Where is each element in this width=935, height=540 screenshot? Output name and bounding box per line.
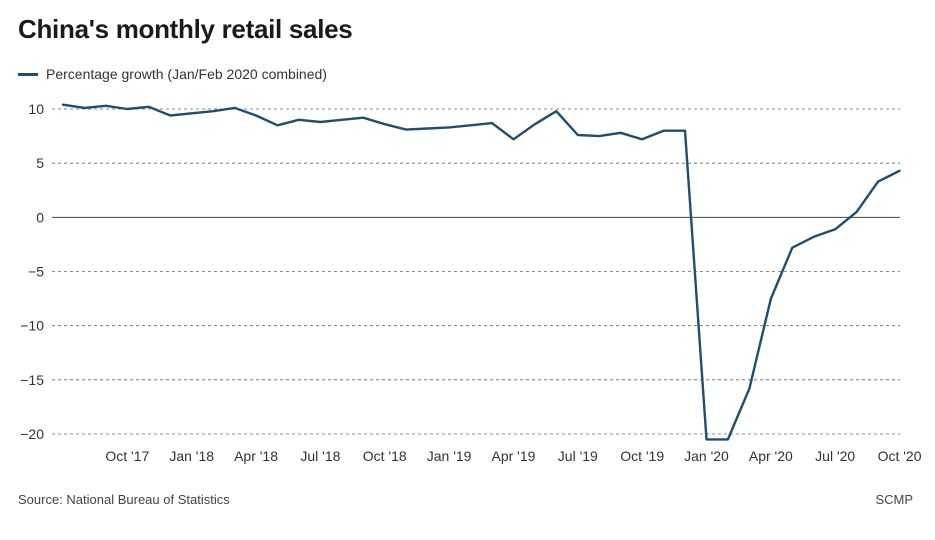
data-point xyxy=(254,114,258,118)
data-point xyxy=(104,104,108,108)
y-tick-label: 0 xyxy=(36,209,44,225)
data-point xyxy=(554,109,558,113)
data-point xyxy=(276,123,280,127)
x-tick-label: Jan '20 xyxy=(684,448,729,464)
data-point xyxy=(876,180,880,184)
x-tick-label: Oct '20 xyxy=(878,448,922,464)
data-point xyxy=(597,134,601,138)
data-point xyxy=(168,114,172,118)
legend-label: Percentage growth (Jan/Feb 2020 combined… xyxy=(46,66,327,82)
data-point xyxy=(747,387,751,391)
data-point xyxy=(576,133,580,137)
legend-swatch xyxy=(18,72,38,76)
data-point xyxy=(340,118,344,122)
data-point xyxy=(533,122,537,126)
data-point xyxy=(640,137,644,141)
data-point xyxy=(769,297,773,301)
x-tick-label: Oct '18 xyxy=(363,448,407,464)
data-point xyxy=(125,107,129,111)
y-tick-label: −5 xyxy=(28,264,44,280)
credit-label: SCMP xyxy=(875,492,913,507)
data-point xyxy=(383,122,387,126)
data-point xyxy=(511,137,515,141)
data-point xyxy=(683,129,687,133)
x-tick-label: Jan '18 xyxy=(169,448,214,464)
x-tick-label: Apr '19 xyxy=(491,448,535,464)
series-line xyxy=(61,103,901,441)
data-point xyxy=(726,437,730,441)
data-point xyxy=(211,109,215,113)
y-tick-label: −20 xyxy=(20,426,44,442)
data-point xyxy=(404,128,408,132)
data-point xyxy=(361,116,365,120)
data-point xyxy=(82,106,86,110)
x-tick-label: Apr '20 xyxy=(749,448,793,464)
data-point xyxy=(233,106,237,110)
data-point xyxy=(426,127,430,131)
y-tick-label: −10 xyxy=(20,318,44,334)
data-point xyxy=(297,118,301,122)
data-point xyxy=(318,120,322,124)
data-point xyxy=(490,121,494,125)
data-point xyxy=(61,103,65,107)
legend: Percentage growth (Jan/Feb 2020 combined… xyxy=(18,64,327,84)
data-point xyxy=(833,227,837,231)
x-tick-label: Oct '19 xyxy=(620,448,664,464)
x-tick-label: Jul '18 xyxy=(300,448,340,464)
data-point xyxy=(662,129,666,133)
data-point xyxy=(447,125,451,129)
data-point xyxy=(898,169,902,173)
data-point xyxy=(469,123,473,127)
chart-title: China's monthly retail sales xyxy=(18,14,353,44)
data-point xyxy=(855,210,859,214)
source-note: Source: National Bureau of Statistics xyxy=(18,492,230,507)
data-point xyxy=(619,131,623,135)
x-tick-label: Jul '19 xyxy=(558,448,598,464)
y-tick-label: −15 xyxy=(20,372,44,388)
x-tick-label: Jul '20 xyxy=(815,448,855,464)
data-point xyxy=(705,437,709,441)
data-point xyxy=(812,235,816,239)
x-tick-label: Apr '18 xyxy=(234,448,278,464)
data-point xyxy=(190,111,194,115)
data-point xyxy=(147,105,151,109)
y-tick-label: 5 xyxy=(36,155,44,171)
x-tick-label: Jan '19 xyxy=(427,448,472,464)
y-tick-label: 10 xyxy=(28,101,44,117)
x-tick-label: Oct '17 xyxy=(105,448,149,464)
data-point xyxy=(790,246,794,250)
